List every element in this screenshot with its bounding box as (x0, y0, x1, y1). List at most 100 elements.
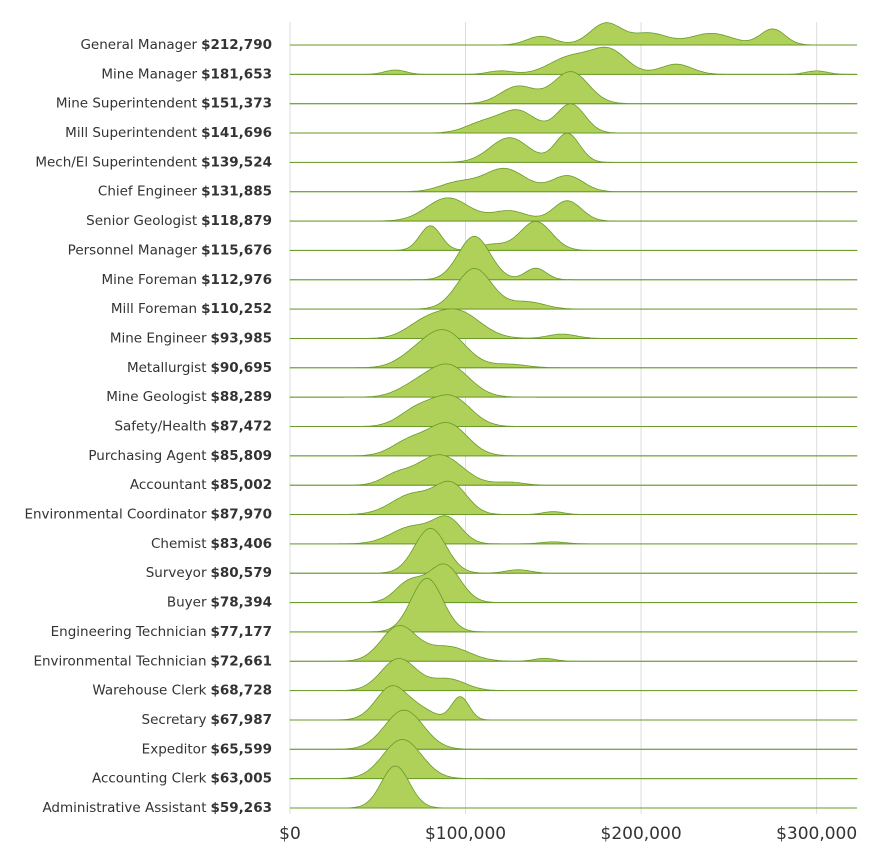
row-label: Environmental Coordinator $87,970 (24, 507, 272, 523)
salary-label: $63,005 (211, 771, 273, 787)
row-label: Accountant $85,002 (130, 477, 272, 493)
salary-label: $90,695 (211, 360, 273, 376)
salary-label: $88,289 (211, 389, 273, 405)
ridge (289, 308, 858, 339)
row-label: Safety/Health $87,472 (114, 419, 272, 435)
salary-label: $181,653 (201, 66, 272, 82)
salary-label: $118,879 (201, 213, 272, 229)
salary-label: $59,263 (211, 800, 273, 816)
row-label: Purchasing Agent $85,809 (88, 448, 272, 464)
ridge (289, 220, 858, 251)
salary-label: $68,728 (211, 683, 273, 699)
category-name: Mill Superintendent (65, 125, 197, 141)
ridge (290, 22, 857, 46)
category-name: Senior Geologist (86, 213, 197, 229)
ridge (289, 197, 858, 222)
ridge (289, 267, 858, 310)
category-name: Engineering Technician (51, 624, 207, 640)
category-name: Secretary (142, 712, 207, 728)
row-label: Mine Foreman $112,976 (101, 272, 272, 288)
ridge (289, 46, 858, 75)
category-name: Accountant (130, 477, 207, 493)
category-name: Expeditor (142, 741, 207, 757)
row-label: Mill Foreman $110,252 (111, 301, 272, 317)
category-name: Safety/Health (114, 419, 206, 435)
ridge (289, 132, 858, 163)
ridge (289, 235, 858, 281)
ridge (289, 454, 858, 486)
salary-label: $85,809 (211, 448, 273, 464)
row-label: Mine Manager $181,653 (101, 66, 272, 82)
category-name: Mine Superintendent (56, 96, 197, 112)
row-label: Chief Engineer $131,885 (98, 184, 272, 200)
row-label: General Manager $212,790 (80, 37, 272, 53)
salary-label: $87,472 (211, 419, 273, 435)
salary-label: $72,661 (211, 653, 273, 669)
category-name: Mine Geologist (106, 389, 206, 405)
salary-label: $65,599 (211, 741, 273, 757)
salary-label: $139,524 (201, 154, 272, 170)
salary-label: $77,177 (211, 624, 273, 640)
row-label: Environmental Technician $72,661 (33, 653, 272, 669)
row-label: Mine Geologist $88,289 (106, 389, 272, 405)
row-label: Engineering Technician $77,177 (51, 624, 272, 640)
x-tick-label: $0 (279, 824, 301, 844)
salary-label: $141,696 (201, 125, 272, 141)
ridge (289, 515, 858, 545)
salary-label: $78,394 (211, 595, 273, 611)
row-label: Metallurgist $90,695 (127, 360, 272, 376)
category-name: Metallurgist (127, 360, 207, 376)
category-name: Environmental Coordinator (24, 507, 206, 523)
salary-label: $131,885 (201, 184, 272, 200)
salary-label: $110,252 (201, 301, 272, 317)
category-name: Surveyor (146, 565, 207, 581)
salary-label: $93,985 (211, 330, 273, 346)
row-label: Buyer $78,394 (167, 595, 272, 611)
category-name: Administrative Assistant (42, 800, 206, 816)
row-label: Senior Geologist $118,879 (86, 213, 272, 229)
ridge (289, 577, 858, 633)
ridge (289, 363, 858, 398)
ridge (290, 394, 857, 427)
row-label: Warehouse Clerk $68,728 (92, 683, 272, 699)
category-name: Personnel Manager (68, 242, 198, 258)
category-name: Mine Engineer (110, 330, 207, 346)
category-name: Chief Engineer (98, 184, 198, 200)
category-name: Buyer (167, 595, 207, 611)
ridge (289, 480, 858, 515)
x-tick-label: $200,000 (601, 824, 682, 844)
row-label: Personnel Manager $115,676 (68, 242, 272, 258)
row-label: Mine Superintendent $151,373 (56, 96, 272, 112)
category-name: Chemist (151, 536, 207, 552)
row-label: Chemist $83,406 (151, 536, 272, 552)
x-tick-label: $300,000 (776, 824, 857, 844)
row-label: Surveyor $80,579 (146, 565, 272, 581)
salary-label: $87,970 (211, 507, 273, 523)
category-name: Mine Manager (101, 66, 197, 82)
row-label: Administrative Assistant $59,263 (42, 800, 272, 816)
ridge (289, 103, 858, 134)
ridge (289, 527, 858, 574)
grid (289, 22, 818, 814)
category-name: General Manager (80, 37, 197, 53)
ridge (289, 658, 858, 692)
category-name: Warehouse Clerk (92, 683, 206, 699)
row-label: Mech/El Superintendent $139,524 (35, 154, 272, 170)
row-label: Secretary $67,987 (142, 712, 272, 728)
category-name: Purchasing Agent (88, 448, 206, 464)
salary-label: $83,406 (211, 536, 273, 552)
ridge (289, 563, 858, 603)
ridge (289, 71, 858, 105)
salary-label: $80,579 (211, 565, 273, 581)
salary-label: $151,373 (201, 96, 272, 112)
category-name: Mech/El Superintendent (35, 154, 197, 170)
ridge (289, 422, 858, 457)
salary-label: $115,676 (201, 242, 272, 258)
category-name: Accounting Clerk (92, 771, 207, 787)
category-name: Mill Foreman (111, 301, 197, 317)
ridge (289, 167, 858, 193)
row-label: Expeditor $65,599 (142, 741, 272, 757)
row-label: Accounting Clerk $63,005 (92, 771, 272, 787)
salary-label: $212,790 (201, 37, 272, 53)
